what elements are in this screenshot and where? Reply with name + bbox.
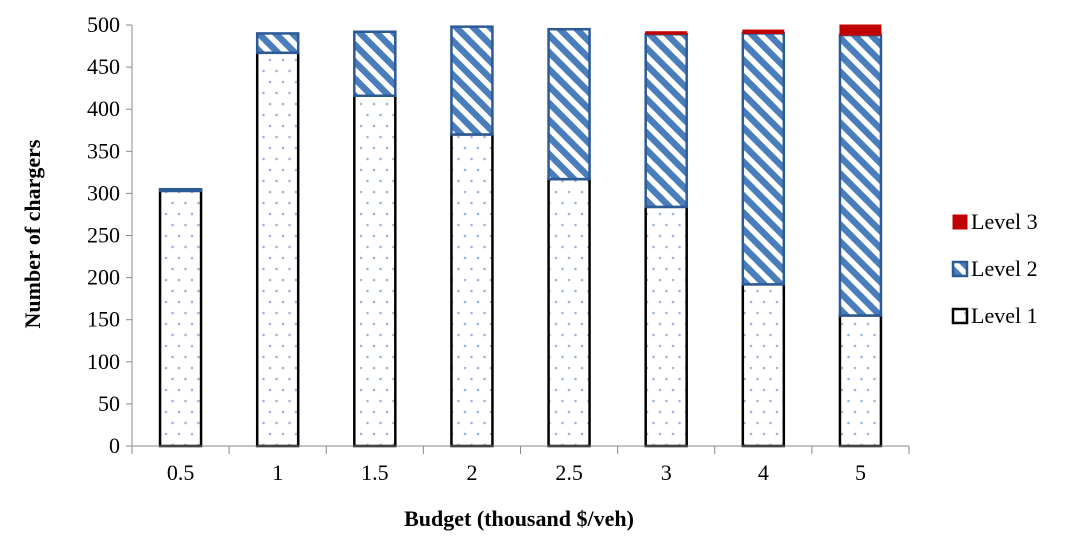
legend-swatch-level-1 [951,307,969,325]
bar-level-1-5 [838,314,883,448]
legend-swatch-level-3 [952,214,968,230]
bar-level-1-4 [741,283,786,448]
x-tick-label: 5 [855,460,866,485]
x-tick-label: 2.5 [555,460,583,485]
bar-level-2-2.5 [547,27,591,181]
y-tick-label: 0 [109,433,120,458]
bar-level-1-1 [255,51,300,448]
bar-level-2-1.5 [353,30,397,97]
bar-level-2-5 [838,33,883,317]
bar-level-3-3 [645,31,688,35]
bar-level-3-5 [839,24,882,36]
bar-level-1-2 [450,133,494,448]
bar-level-1-3 [644,205,688,448]
y-tick-label: 500 [87,12,120,37]
x-axis-title: Budget (thousand $/veh) [404,506,634,531]
legend-label-level-1: Level 1 [971,303,1038,328]
y-tick-label: 100 [87,349,120,374]
legend: Level 3 Level 2 Level 1 [951,209,1038,328]
bar-level-2-0.5 [158,187,203,193]
y-tick-label: 400 [87,96,120,121]
x-tick-label: 1.5 [361,460,389,485]
y-tick-label: 350 [87,138,120,163]
y-tick-label: 200 [87,265,120,290]
bar-level-3-4 [742,29,785,34]
bar-level-1-1.5 [353,94,397,448]
y-tick-label: 300 [87,180,120,205]
y-tick-label: 50 [98,391,120,416]
bar-level-2-4 [741,32,786,286]
x-tick-label: 0.5 [167,460,195,485]
y-tick-label: 150 [87,307,120,332]
legend-label-level-2: Level 2 [971,256,1038,281]
x-tick-label: 1 [272,460,283,485]
legend-swatch-level-2 [951,260,969,278]
bars-layer [158,24,883,448]
x-tick-label: 4 [758,460,769,485]
x-tick-label: 3 [661,460,672,485]
bar-level-1-2.5 [547,177,591,448]
bar-level-2-3 [644,33,688,209]
bar-level-2-1 [255,32,300,55]
axes-layer: 0 50 100 150 200 250 300 350 400 450 500 0.5 1 1.5 2 2.… [87,12,910,485]
y-tick-label: 450 [87,54,120,79]
legend-label-level-3: Level 3 [971,209,1038,234]
y-tick-label: 250 [87,223,120,248]
bar-level-1-0.5 [158,189,203,448]
bar-level-2-2 [450,25,494,136]
x-tick-label: 2 [466,460,477,485]
y-axis-title: Number of chargers [20,139,45,328]
